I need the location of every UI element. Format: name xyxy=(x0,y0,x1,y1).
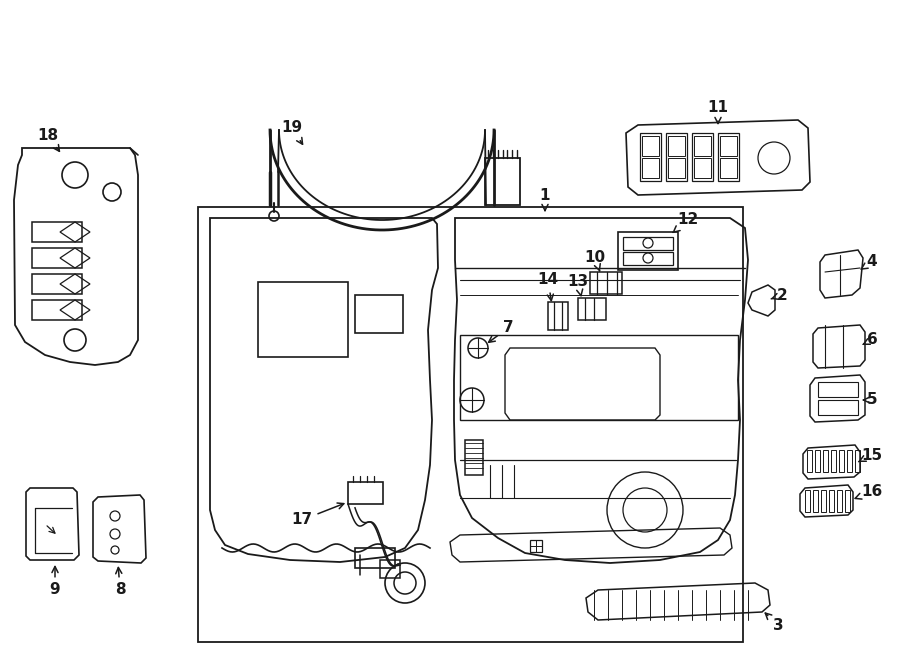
Bar xyxy=(668,136,685,156)
Text: 5: 5 xyxy=(863,393,878,407)
Text: 16: 16 xyxy=(855,485,883,500)
Bar xyxy=(640,133,661,181)
Text: 12: 12 xyxy=(673,212,698,233)
Bar xyxy=(32,300,82,320)
Bar xyxy=(32,274,82,294)
Bar xyxy=(623,252,673,265)
Text: 18: 18 xyxy=(38,128,59,151)
Bar xyxy=(829,490,834,512)
Bar xyxy=(618,232,678,270)
Bar xyxy=(694,136,711,156)
Text: 2: 2 xyxy=(771,288,788,303)
Bar xyxy=(823,450,828,472)
Bar xyxy=(818,382,858,397)
Text: 19: 19 xyxy=(282,120,302,144)
Text: 1: 1 xyxy=(540,188,550,210)
Bar xyxy=(831,450,836,472)
Text: 15: 15 xyxy=(859,447,883,463)
Bar xyxy=(720,158,737,178)
Bar xyxy=(623,237,673,250)
Bar xyxy=(668,158,685,178)
Text: 4: 4 xyxy=(861,254,878,270)
Bar xyxy=(590,272,622,294)
Bar xyxy=(355,548,395,568)
Bar xyxy=(845,490,850,512)
Bar xyxy=(465,440,483,475)
Text: 6: 6 xyxy=(863,332,878,348)
Bar xyxy=(642,158,659,178)
Text: 8: 8 xyxy=(114,568,125,598)
Bar xyxy=(485,158,520,205)
Bar xyxy=(821,490,826,512)
Bar xyxy=(548,302,568,330)
Bar xyxy=(666,133,687,181)
Text: 14: 14 xyxy=(537,272,559,301)
Text: 13: 13 xyxy=(567,274,589,295)
Bar xyxy=(692,133,713,181)
Bar xyxy=(258,282,348,357)
Bar xyxy=(32,248,82,268)
Bar xyxy=(642,136,659,156)
Text: 10: 10 xyxy=(584,251,606,271)
Bar xyxy=(198,207,743,642)
Bar xyxy=(813,490,818,512)
Bar xyxy=(839,450,844,472)
Bar xyxy=(847,450,852,472)
Bar xyxy=(348,482,383,504)
Bar xyxy=(818,400,858,415)
Bar xyxy=(380,560,400,578)
Bar xyxy=(530,540,542,552)
Text: 11: 11 xyxy=(707,100,728,124)
Bar xyxy=(807,450,812,472)
Bar xyxy=(694,158,711,178)
Text: 9: 9 xyxy=(50,566,60,598)
Text: 17: 17 xyxy=(292,503,344,527)
Bar xyxy=(718,133,739,181)
Bar xyxy=(578,298,606,320)
Bar xyxy=(720,136,737,156)
Bar xyxy=(805,490,810,512)
Bar xyxy=(837,490,842,512)
Bar xyxy=(32,222,82,242)
Bar xyxy=(355,295,403,333)
Text: 3: 3 xyxy=(765,613,783,633)
Bar xyxy=(815,450,820,472)
Text: 7: 7 xyxy=(489,321,513,342)
Bar xyxy=(855,450,860,472)
